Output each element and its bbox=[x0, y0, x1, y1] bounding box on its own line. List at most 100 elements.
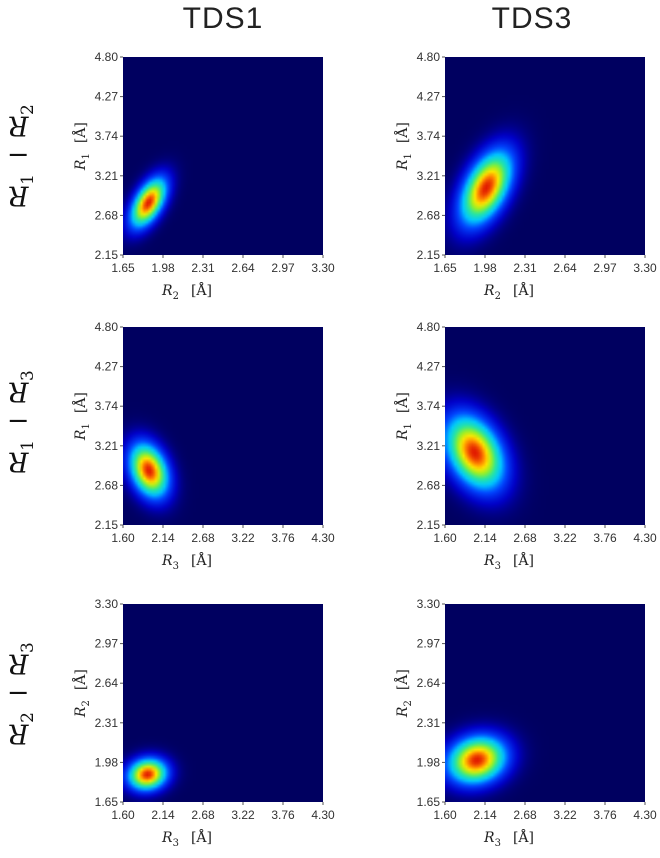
x-axis-label: R3 [Å] bbox=[483, 551, 534, 572]
x-tick-label: 1.60 bbox=[433, 531, 457, 545]
heatmap-r1r2-tds1: 1.65 1.98 2.31 2.64 2.97 3.30 2.15 2.68 3.21 3.74… bbox=[71, 50, 343, 303]
x-tick-label: 2.64 bbox=[553, 261, 577, 275]
y-tick-label: 2.97 bbox=[417, 637, 441, 651]
y-tick-label: 2.64 bbox=[95, 676, 119, 690]
heatmap-r1r3-tds3: 1.60 2.14 2.68 3.22 3.76 4.30 2.15 2.68 3.21 3.74… bbox=[393, 320, 660, 573]
y-tick-label: 3.74 bbox=[417, 399, 441, 413]
x-axis-label: R2 [Å] bbox=[483, 281, 534, 302]
x-tick-label: 2.68 bbox=[513, 808, 537, 822]
y-tick-label: 3.21 bbox=[95, 439, 119, 453]
y-tick-label: 2.68 bbox=[95, 478, 119, 492]
x-tick-label: 4.30 bbox=[311, 531, 335, 545]
y-tick-label: 4.27 bbox=[95, 90, 119, 104]
heatmap-r1r2-tds3: 1.65 1.98 2.31 2.64 2.97 3.30 2.15 2.68 3.21 3.74… bbox=[393, 50, 660, 303]
x-tick-label: 2.14 bbox=[151, 531, 175, 545]
heatmap-r2r3-tds3: 1.60 2.14 2.68 3.22 3.76 4.30 1.65 1.98 2.31 2.64… bbox=[393, 597, 660, 850]
y-axis-label: R1[Å] bbox=[71, 122, 92, 171]
density-map bbox=[445, 604, 645, 802]
x-tick-label: 2.68 bbox=[191, 531, 215, 545]
x-tick-label: 1.60 bbox=[433, 808, 457, 822]
y-axis-label: R1[Å] bbox=[393, 392, 414, 441]
y-tick-label: 4.27 bbox=[95, 360, 119, 374]
y-tick-label: 4.27 bbox=[417, 360, 441, 374]
x-axis-label: R3 [Å] bbox=[161, 551, 212, 572]
heatmap-svg: 1.60 2.14 2.68 3.22 3.76 4.30 1.65 1.98 2.31 2.64… bbox=[71, 597, 335, 849]
x-tick-label: 1.98 bbox=[473, 261, 497, 275]
x-axis-label: R3 [Å] bbox=[483, 828, 534, 849]
y-axis-label: R1[Å] bbox=[393, 122, 414, 171]
x-tick-label: 4.30 bbox=[633, 808, 657, 822]
row-label-r1-r2: R1−R2 bbox=[6, 104, 38, 211]
x-tick-label: 3.76 bbox=[271, 808, 295, 822]
column-title-tds3: TDS3 bbox=[491, 2, 573, 35]
x-tick-label: 3.22 bbox=[231, 531, 255, 545]
y-tick-label: 2.97 bbox=[95, 637, 119, 651]
heatmap-svg: 1.65 1.98 2.31 2.64 2.97 3.30 2.15 2.68 3.21 3.74… bbox=[71, 50, 335, 302]
density-map bbox=[445, 327, 645, 525]
heatmap-svg: 1.65 1.98 2.31 2.64 2.97 3.30 2.15 2.68 3.21 3.74… bbox=[393, 50, 657, 302]
y-tick-label: 3.74 bbox=[417, 129, 441, 143]
y-tick-label: 2.15 bbox=[417, 248, 441, 262]
density-map bbox=[123, 57, 323, 255]
x-tick-label: 2.31 bbox=[191, 261, 215, 275]
x-tick-label: 1.65 bbox=[111, 261, 135, 275]
y-tick-label: 2.15 bbox=[95, 248, 119, 262]
x-tick-label: 4.30 bbox=[311, 808, 335, 822]
y-tick-label: 1.98 bbox=[417, 755, 441, 769]
x-tick-label: 2.64 bbox=[231, 261, 255, 275]
y-tick-label: 3.74 bbox=[95, 129, 119, 143]
y-tick-label: 3.74 bbox=[95, 399, 119, 413]
y-tick-label: 1.98 bbox=[95, 755, 119, 769]
y-tick-label: 4.80 bbox=[95, 320, 119, 334]
y-tick-label: 2.15 bbox=[95, 518, 119, 532]
x-tick-label: 2.68 bbox=[191, 808, 215, 822]
y-tick-label: 4.27 bbox=[417, 90, 441, 104]
y-tick-label: 1.65 bbox=[95, 795, 119, 809]
x-tick-label: 3.30 bbox=[633, 261, 657, 275]
y-tick-label: 2.31 bbox=[95, 716, 119, 730]
x-tick-label: 1.98 bbox=[151, 261, 175, 275]
x-tick-label: 3.30 bbox=[311, 261, 335, 275]
x-tick-label: 2.97 bbox=[593, 261, 617, 275]
x-tick-label: 2.14 bbox=[473, 808, 497, 822]
y-tick-label: 4.80 bbox=[95, 50, 119, 64]
x-tick-label: 1.60 bbox=[111, 531, 135, 545]
x-tick-label: 2.14 bbox=[473, 531, 497, 545]
y-tick-label: 3.21 bbox=[417, 439, 441, 453]
x-tick-label: 2.14 bbox=[151, 808, 175, 822]
x-tick-label: 2.31 bbox=[513, 261, 537, 275]
x-tick-label: 1.65 bbox=[433, 261, 457, 275]
x-tick-label: 1.60 bbox=[111, 808, 135, 822]
column-title-tds1: TDS1 bbox=[182, 2, 264, 35]
y-tick-label: 3.30 bbox=[417, 597, 441, 611]
y-tick-label: 2.31 bbox=[417, 716, 441, 730]
y-tick-label: 3.21 bbox=[417, 169, 441, 183]
y-tick-label: 2.68 bbox=[417, 208, 441, 222]
x-tick-label: 3.22 bbox=[553, 531, 577, 545]
x-tick-label: 3.76 bbox=[593, 531, 617, 545]
x-axis-label: R3 [Å] bbox=[161, 828, 212, 849]
x-tick-label: 2.68 bbox=[513, 531, 537, 545]
y-tick-label: 4.80 bbox=[417, 50, 441, 64]
x-axis-label: R2 [Å] bbox=[161, 281, 212, 302]
row-label-r1-r3: R1−R3 bbox=[6, 370, 38, 477]
y-tick-label: 2.15 bbox=[417, 518, 441, 532]
x-tick-label: 3.22 bbox=[553, 808, 577, 822]
heatmap-r2r3-tds1: 1.60 2.14 2.68 3.22 3.76 4.30 1.65 1.98 2.31 2.64… bbox=[71, 597, 343, 850]
density-map bbox=[123, 327, 323, 525]
x-tick-label: 4.30 bbox=[633, 531, 657, 545]
heatmap-svg: 1.60 2.14 2.68 3.22 3.76 4.30 2.15 2.68 3.21 3.74… bbox=[393, 320, 657, 572]
heatmap-r1r3-tds1: 1.60 2.14 2.68 3.22 3.76 4.30 2.15 2.68 3.21 3.74… bbox=[71, 320, 343, 573]
y-tick-label: 2.68 bbox=[417, 478, 441, 492]
y-axis-label: R1[Å] bbox=[71, 392, 92, 441]
density-map bbox=[123, 604, 323, 802]
row-label-r2-r3: R2−R3 bbox=[6, 642, 38, 749]
x-tick-label: 3.22 bbox=[231, 808, 255, 822]
y-tick-label: 4.80 bbox=[417, 320, 441, 334]
x-tick-label: 3.76 bbox=[271, 531, 295, 545]
x-tick-label: 3.76 bbox=[593, 808, 617, 822]
y-axis-label: R2[Å] bbox=[393, 669, 414, 718]
y-tick-label: 3.21 bbox=[95, 169, 119, 183]
y-tick-label: 2.64 bbox=[417, 676, 441, 690]
x-tick-label: 2.97 bbox=[271, 261, 295, 275]
